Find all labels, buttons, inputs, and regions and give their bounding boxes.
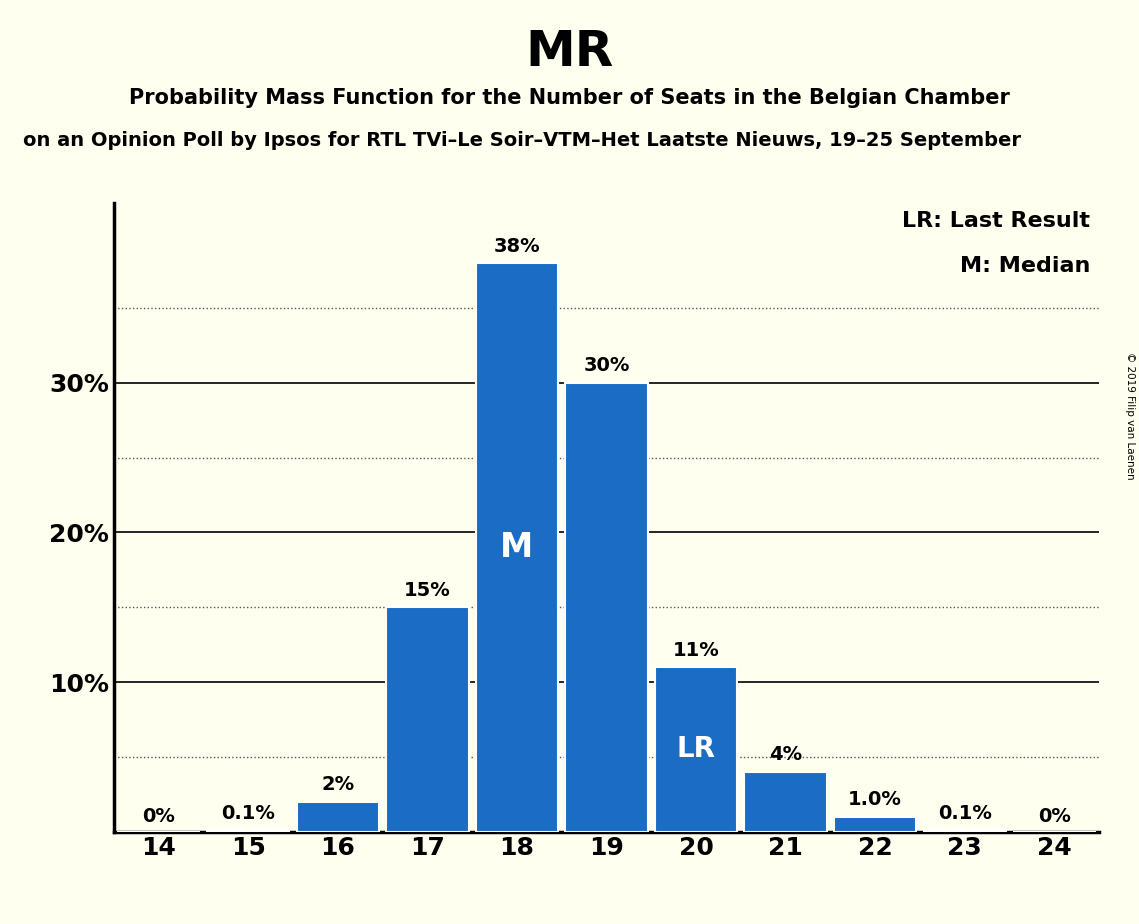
Text: © 2019 Filip van Laenen: © 2019 Filip van Laenen — [1125, 352, 1134, 480]
Bar — [745, 772, 827, 832]
Bar — [296, 802, 379, 832]
Text: 11%: 11% — [673, 640, 720, 660]
Text: 15%: 15% — [404, 580, 451, 600]
Text: 2%: 2% — [321, 775, 354, 795]
Text: LR: Last Result: LR: Last Result — [902, 211, 1090, 231]
Text: MR: MR — [525, 28, 614, 76]
Bar — [924, 830, 1006, 832]
Bar — [565, 383, 648, 832]
Text: on an Opinion Poll by Ipsos for RTL TVi–Le Soir–VTM–Het Laatste Nieuws, 19–25 Se: on an Opinion Poll by Ipsos for RTL TVi–… — [23, 131, 1021, 151]
Text: 1.0%: 1.0% — [849, 790, 902, 809]
Text: 38%: 38% — [493, 237, 540, 256]
Text: M: Median: M: Median — [960, 256, 1090, 275]
Text: 4%: 4% — [769, 746, 802, 764]
Bar — [655, 667, 737, 832]
Text: 30%: 30% — [583, 357, 630, 375]
Text: M: M — [500, 531, 533, 564]
Bar — [476, 263, 558, 832]
Bar — [207, 830, 289, 832]
Text: LR: LR — [677, 736, 715, 763]
Text: 0%: 0% — [142, 807, 175, 826]
Text: 0%: 0% — [1038, 807, 1071, 826]
Bar — [834, 817, 917, 832]
Text: 0.1%: 0.1% — [937, 804, 992, 822]
Bar — [386, 607, 468, 832]
Text: Probability Mass Function for the Number of Seats in the Belgian Chamber: Probability Mass Function for the Number… — [129, 88, 1010, 108]
Text: 0.1%: 0.1% — [221, 804, 276, 822]
